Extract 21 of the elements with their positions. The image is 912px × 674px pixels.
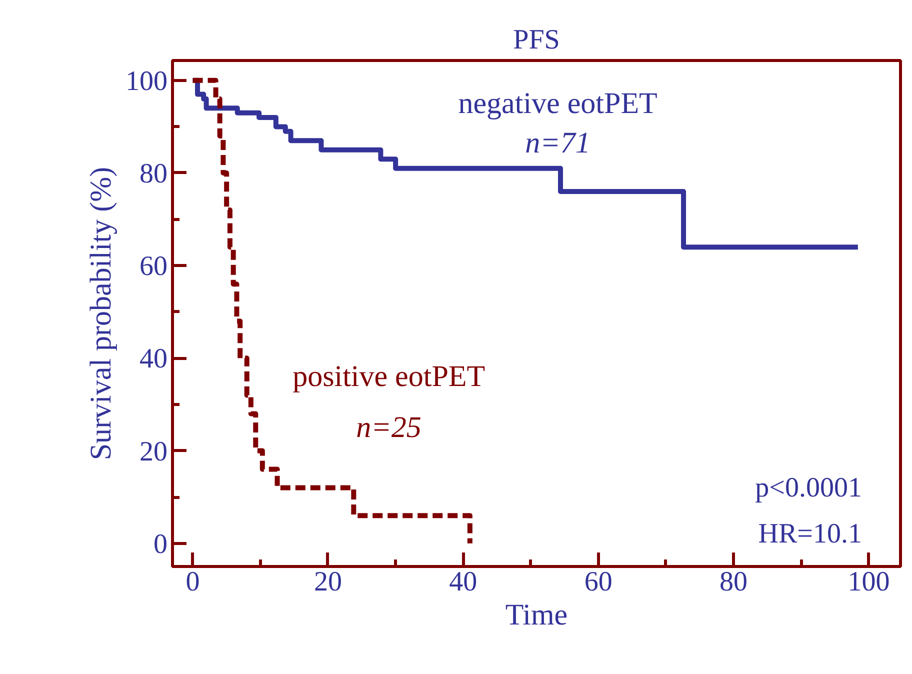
annotation: n=25: [356, 411, 422, 444]
x-tick-label: 100: [848, 566, 890, 598]
annotation: n=71: [525, 126, 590, 160]
annotation: p<0.0001: [755, 472, 862, 504]
y-tick-label: 0: [154, 528, 168, 560]
chart-title: PFS: [513, 24, 560, 56]
y-axis-title: Survival probability (%): [84, 166, 118, 460]
x-tick-label: 40: [449, 566, 478, 598]
series-label: negative eotPET: [458, 87, 658, 120]
x-tick-label: 20: [314, 566, 342, 598]
y-tick-label: 60: [140, 251, 168, 282]
annotation: HR=10.1: [758, 518, 862, 550]
x-tick-label: 0: [186, 566, 200, 598]
y-tick-label: 100: [126, 66, 168, 97]
y-tick-label: 20: [140, 436, 168, 468]
series-label: positive eotPET: [292, 360, 486, 394]
y-tick-label: 40: [140, 344, 168, 375]
x-tick-label: 80: [720, 566, 748, 598]
x-tick-label: 60: [584, 566, 612, 598]
y-tick-label: 80: [140, 158, 168, 190]
x-axis-title: Time: [505, 598, 568, 632]
